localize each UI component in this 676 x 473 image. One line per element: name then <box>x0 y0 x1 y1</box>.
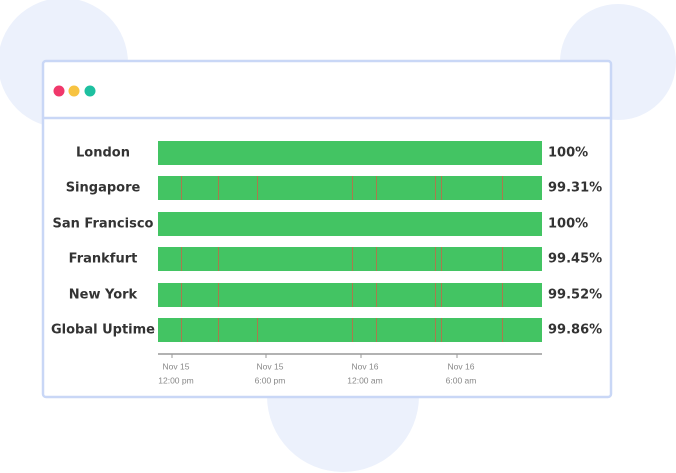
outage-marker <box>257 176 258 200</box>
outage-marker <box>181 283 182 307</box>
outage-marker <box>502 247 503 271</box>
outage-marker <box>435 176 436 200</box>
window-dot <box>68 85 80 97</box>
outage-marker <box>352 247 353 271</box>
tick-date: Nov 15 <box>163 361 190 371</box>
outage-marker <box>218 318 219 342</box>
tick-time: 6:00 am <box>446 375 477 385</box>
outage-marker <box>435 283 436 307</box>
uptime-bar <box>158 283 542 307</box>
outage-marker <box>218 247 219 271</box>
location-label: Global Uptime <box>51 323 155 338</box>
outage-marker <box>352 176 353 200</box>
uptime-bar <box>158 176 542 200</box>
outage-marker <box>502 318 503 342</box>
outage-marker <box>181 247 182 271</box>
outage-marker <box>435 247 436 271</box>
outage-marker <box>218 176 219 200</box>
outage-marker <box>376 176 377 200</box>
location-label: Singapore <box>66 181 141 196</box>
tick-date: Nov 15 <box>257 361 284 371</box>
uptime-value: 99.52% <box>548 288 602 303</box>
outage-marker <box>376 283 377 307</box>
uptime-value: 99.45% <box>548 252 602 267</box>
tick-time: 6:00 pm <box>255 375 286 385</box>
uptime-value: 100% <box>548 217 588 232</box>
outage-marker <box>352 318 353 342</box>
outage-marker <box>502 176 503 200</box>
uptime-bar <box>158 141 542 165</box>
tick-date: Nov 16 <box>448 361 475 371</box>
outage-marker <box>218 283 219 307</box>
uptime-value: 100% <box>548 146 588 161</box>
location-label: San Francisco <box>53 217 154 232</box>
uptime-bar <box>158 247 542 271</box>
outage-marker <box>181 176 182 200</box>
window-dot <box>53 85 65 97</box>
outage-marker <box>435 318 436 342</box>
outage-marker <box>502 283 503 307</box>
outage-marker <box>441 283 442 307</box>
uptime-value: 99.31% <box>548 181 602 196</box>
location-label: New York <box>69 288 138 303</box>
outage-marker <box>257 318 258 342</box>
uptime-bar <box>158 318 542 342</box>
tick-time: 12:00 pm <box>158 375 193 385</box>
outage-marker <box>441 318 442 342</box>
tick-time: 12:00 am <box>347 375 382 385</box>
outage-marker <box>376 247 377 271</box>
window-dot <box>84 85 96 97</box>
outage-marker <box>181 318 182 342</box>
outage-marker <box>441 247 442 271</box>
uptime-value: 99.86% <box>548 323 602 338</box>
outage-marker <box>441 176 442 200</box>
location-label: Frankfurt <box>69 252 138 267</box>
location-label: London <box>76 146 130 161</box>
outage-marker <box>352 283 353 307</box>
tick-date: Nov 16 <box>352 361 379 371</box>
outage-marker <box>376 318 377 342</box>
uptime-bar <box>158 212 542 236</box>
